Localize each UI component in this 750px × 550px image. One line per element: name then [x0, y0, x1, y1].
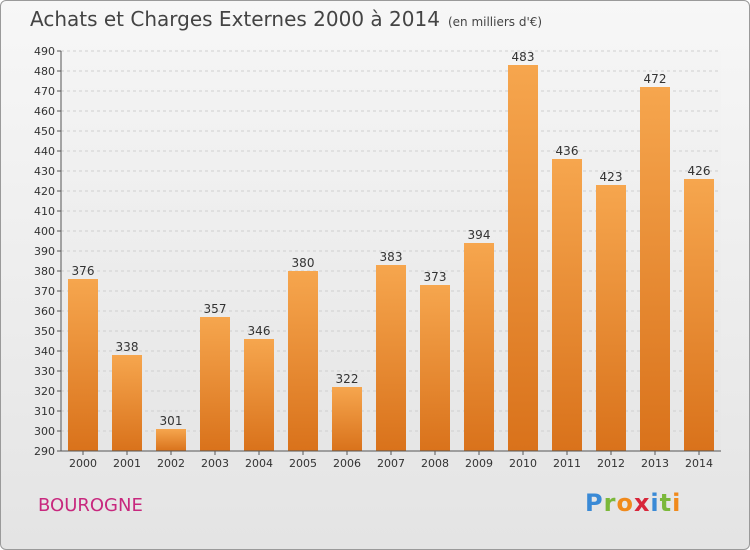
x-axis-ticks: 2000 2001 2002 2003 2004 2005 2006 2007 2008 2009…: [69, 451, 713, 470]
commune-name: BOUROGNE: [38, 495, 143, 516]
y-tick-label: 460: [34, 105, 55, 118]
logo-letter: i: [650, 489, 660, 517]
value-label-2012: 423: [600, 170, 623, 184]
bar-2003: [200, 317, 230, 451]
x-tick-label-2005: 2005: [289, 457, 317, 470]
y-tick-label: 490: [34, 45, 55, 58]
value-label-2006: 322: [336, 372, 359, 386]
bar-2014: [684, 179, 714, 451]
y-tick-label: 330: [34, 365, 55, 378]
value-label-2004: 346: [248, 324, 271, 338]
logo-letter: i: [672, 489, 682, 517]
y-tick-label: 290: [34, 445, 55, 458]
y-tick-label: 320: [34, 385, 55, 398]
bar-2006: [332, 387, 362, 451]
chart-subtitle: (en milliers d'€): [447, 15, 543, 29]
y-tick-label: 410: [34, 205, 55, 218]
value-label-2013: 472: [644, 72, 667, 86]
x-tick-label-2007: 2007: [377, 457, 405, 470]
y-tick-label: 420: [34, 185, 55, 198]
value-label-2011: 436: [556, 144, 579, 158]
x-tick-label-2001: 2001: [113, 457, 141, 470]
logo-letter: o: [616, 489, 634, 517]
value-label-2000: 376: [72, 264, 95, 278]
x-tick-label-2002: 2002: [157, 457, 185, 470]
y-tick-label: 450: [34, 125, 55, 138]
x-tick-label-2010: 2010: [509, 457, 537, 470]
y-tick-label: 360: [34, 305, 55, 318]
x-tick-label-2008: 2008: [421, 457, 449, 470]
value-label-2002: 301: [160, 414, 183, 428]
chart-title: Achats et Charges Externes 2000 à 2014 (e…: [30, 7, 542, 31]
bar-2010: [508, 65, 538, 451]
y-tick-label: 400: [34, 225, 55, 238]
bar-2004: [244, 339, 274, 451]
bar-2007: [376, 265, 406, 451]
bar-2002: [156, 429, 186, 451]
bar-2012: [596, 185, 626, 451]
x-tick-label-2003: 2003: [201, 457, 229, 470]
bar-2008: [420, 285, 450, 451]
value-label-2003: 357: [204, 302, 227, 316]
bar-2005: [288, 271, 318, 451]
y-tick-label: 440: [34, 145, 55, 158]
y-tick-label: 370: [34, 285, 55, 298]
bar-2000: [68, 279, 98, 451]
x-tick-label-2011: 2011: [553, 457, 581, 470]
y-axis-ticks: 290 300 310 320 330 340 350 360 370 380 390 400 410 4…: [34, 45, 61, 458]
value-label-2005: 380: [292, 256, 315, 270]
y-tick-label: 380: [34, 265, 55, 278]
value-label-2007: 383: [380, 250, 403, 264]
chart-title-text: Achats et Charges Externes 2000 à 2014: [30, 7, 440, 31]
bar-2001: [112, 355, 142, 451]
y-tick-label: 430: [34, 165, 55, 178]
x-tick-label-2009: 2009: [465, 457, 493, 470]
y-tick-label: 350: [34, 325, 55, 338]
value-label-2014: 426: [688, 164, 711, 178]
proxiti-logo[interactable]: Proxiti: [585, 489, 681, 517]
x-tick-label-2004: 2004: [245, 457, 273, 470]
x-tick-label-2012: 2012: [597, 457, 625, 470]
y-tick-label: 390: [34, 245, 55, 258]
y-tick-label: 310: [34, 405, 55, 418]
x-tick-label-2006: 2006: [333, 457, 361, 470]
bar-2009: [464, 243, 494, 451]
value-labels: 376 338 301 357 346 380 322 383 373 394 483 436 423 4…: [72, 50, 711, 428]
value-label-2008: 373: [424, 270, 447, 284]
logo-letter: r: [603, 489, 617, 517]
logo-letter: P: [585, 489, 604, 517]
value-label-2009: 394: [468, 228, 491, 242]
logo-letter: t: [659, 489, 673, 517]
logo-letter: x: [633, 489, 651, 517]
y-tick-label: 300: [34, 425, 55, 438]
value-label-2001: 338: [116, 340, 139, 354]
y-tick-label: 480: [34, 65, 55, 78]
x-tick-label-2013: 2013: [641, 457, 669, 470]
y-tick-label: 340: [34, 345, 55, 358]
bars: [68, 65, 714, 451]
x-tick-label-2014: 2014: [685, 457, 713, 470]
y-tick-label: 470: [34, 85, 55, 98]
bar-2011: [552, 159, 582, 451]
value-label-2010: 483: [512, 50, 535, 64]
bar-2013: [640, 87, 670, 451]
x-tick-label-2000: 2000: [69, 457, 97, 470]
